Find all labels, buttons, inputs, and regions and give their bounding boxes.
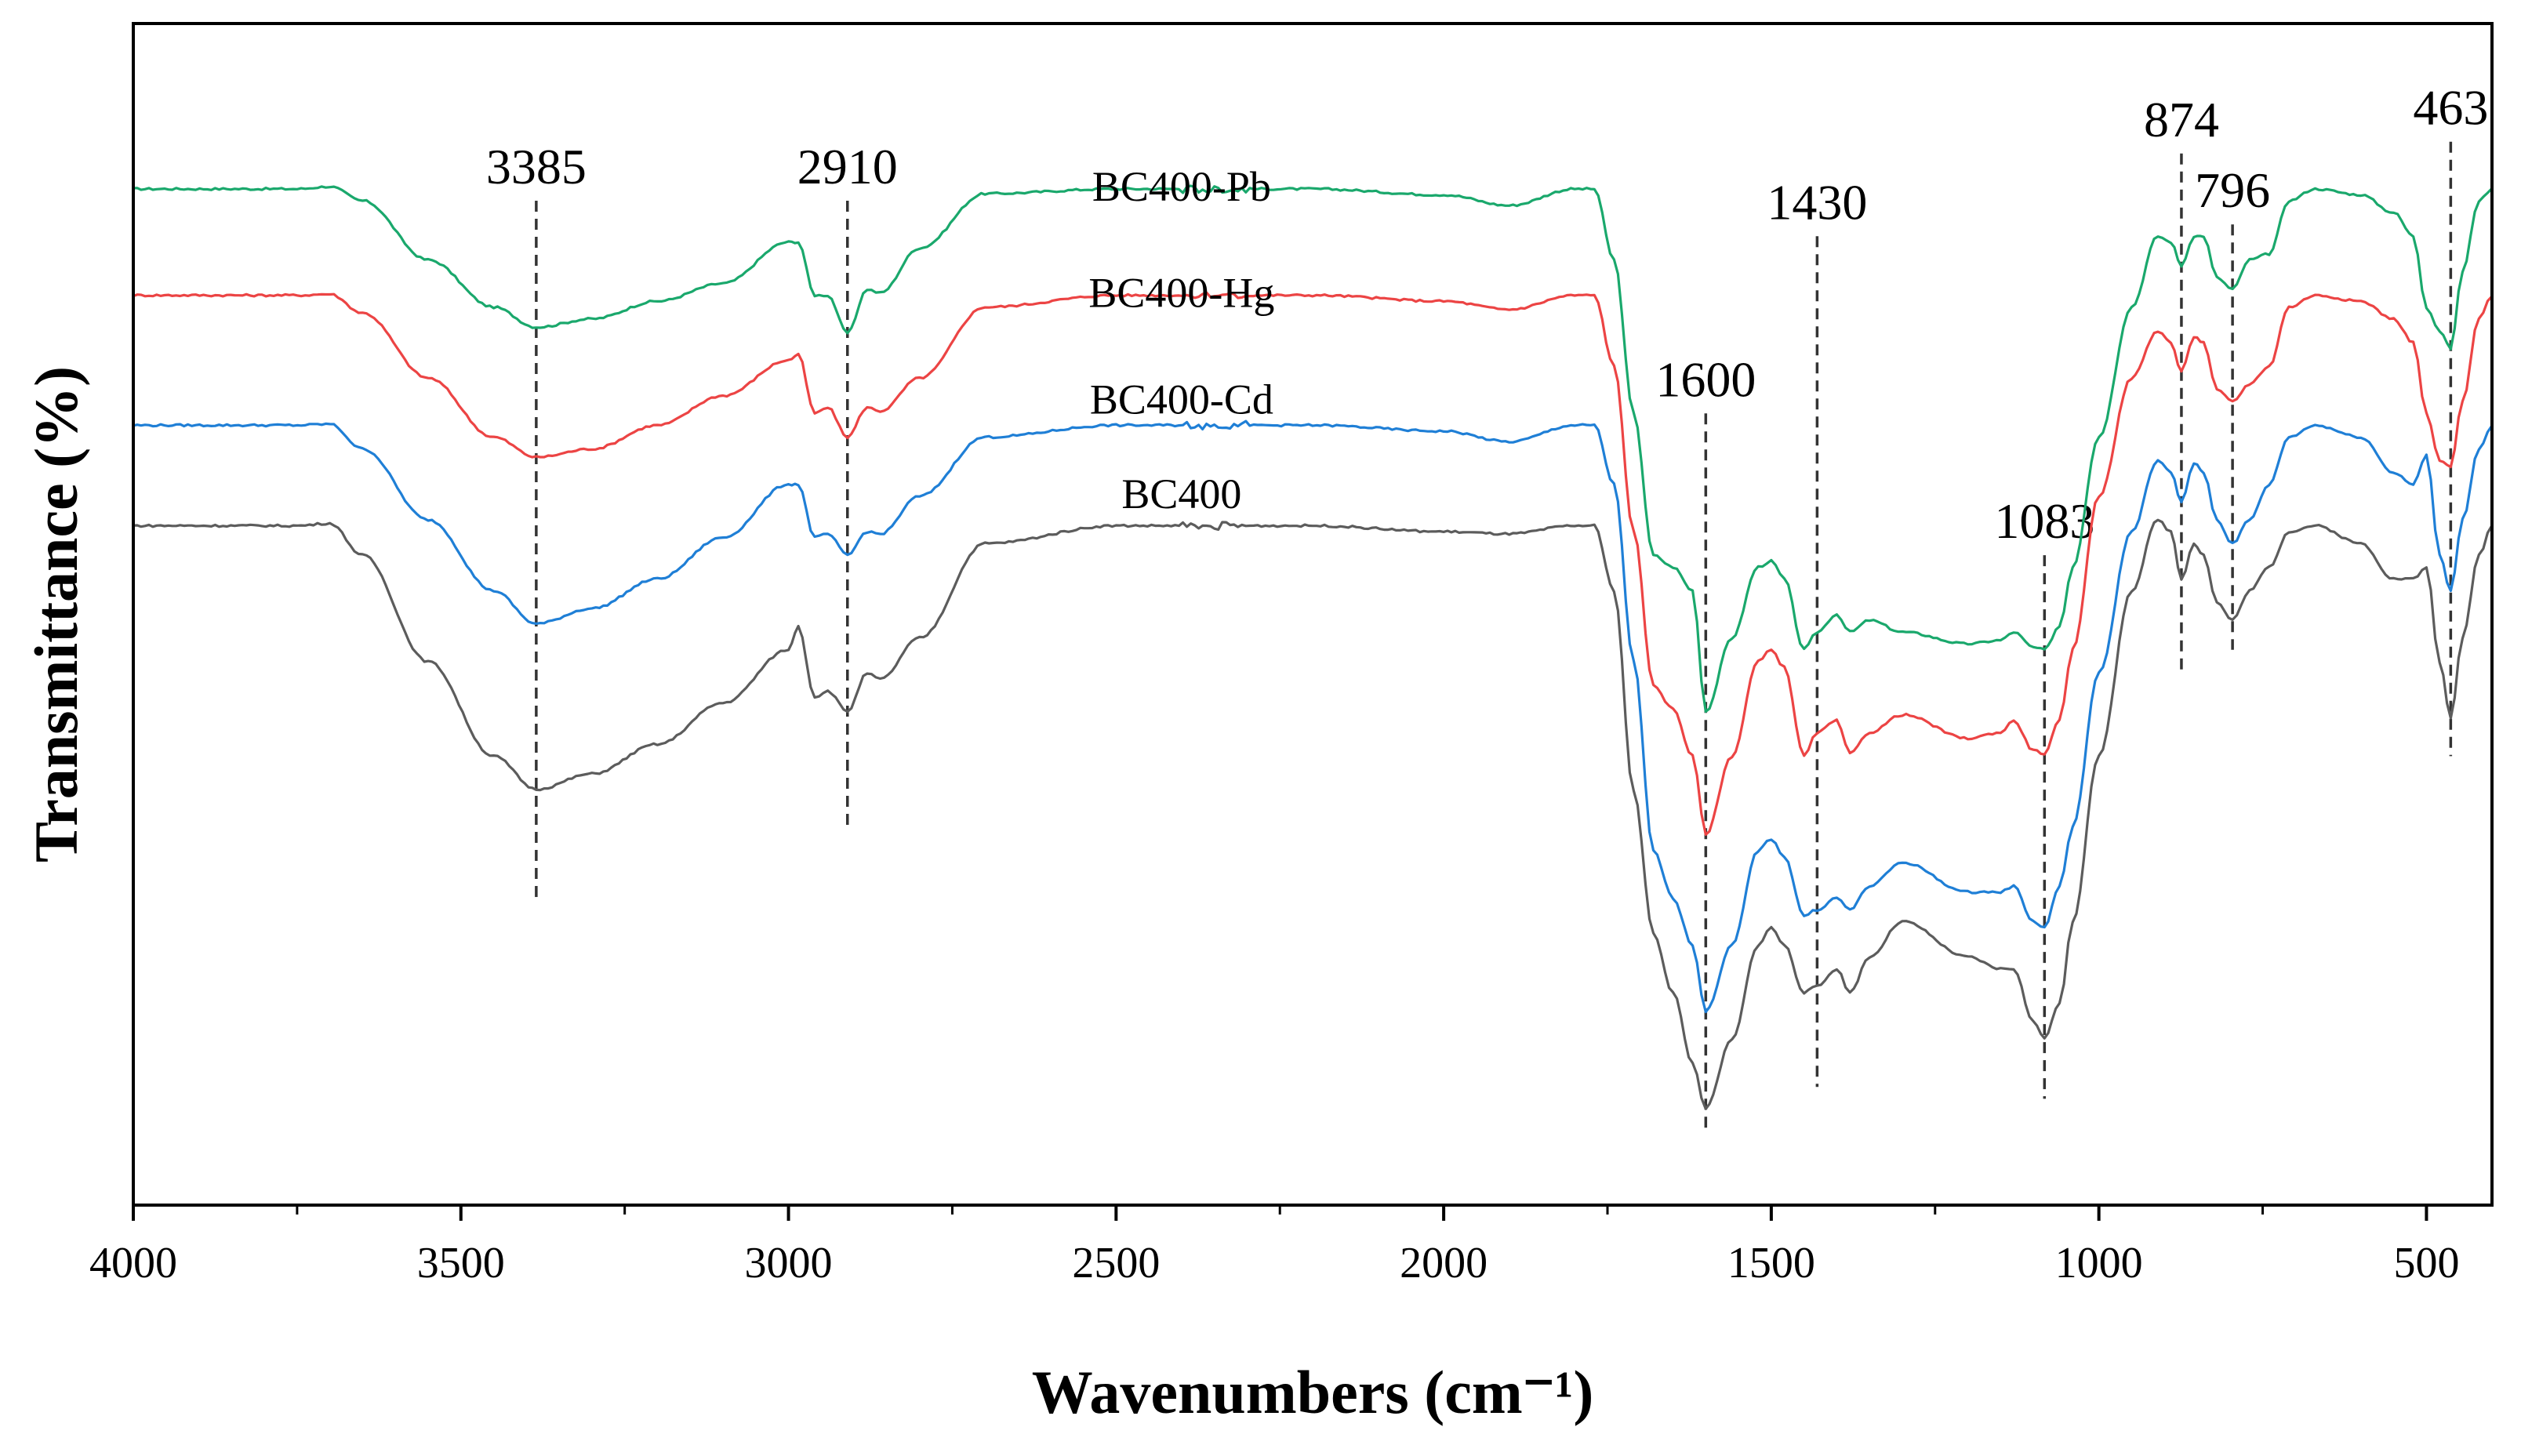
x-tick-label: 500 <box>2393 1239 2459 1287</box>
x-axis: 4000 3500 3000 2500 2000 1500 1000 500 <box>89 1205 2459 1287</box>
peak-label-463: 463 <box>2413 80 2488 136</box>
series-labels: BC400-Pb BC400-Hg BC400-Cd BC400 <box>1088 163 1274 517</box>
x-tick-label: 1000 <box>2055 1239 2143 1287</box>
spectra <box>133 184 2494 1110</box>
peak-label-3385: 3385 <box>486 139 587 194</box>
plot-frame <box>132 22 2494 1207</box>
x-tick-label: 1500 <box>1727 1239 1815 1287</box>
x-tick-label: 2500 <box>1072 1239 1160 1287</box>
x-tick-label: 3500 <box>417 1239 505 1287</box>
y-axis-title: Transmittance (%) <box>22 366 90 862</box>
series-label-BC400-Hg: BC400-Hg <box>1088 270 1274 317</box>
series-line-BC400 <box>133 518 2494 1110</box>
peak-label-1083: 1083 <box>1994 493 2094 549</box>
peak-label-2910: 2910 <box>797 139 898 194</box>
x-tick-label: 3000 <box>745 1239 833 1287</box>
series-label-BC400-Pb: BC400-Pb <box>1092 163 1271 210</box>
x-tick-label: 4000 <box>89 1239 177 1287</box>
series-label-BC400-Cd: BC400-Cd <box>1090 376 1273 423</box>
x-axis-title: Wavenumbers (cm⁻¹) <box>1032 1358 1594 1426</box>
series-line-BC400-Pb <box>133 184 2494 713</box>
series-line-BC400-Cd <box>133 419 2494 1014</box>
peak-label-874: 874 <box>2144 92 2219 147</box>
series-label-BC400: BC400 <box>1121 470 1241 517</box>
peak-label-796: 796 <box>2195 162 2270 218</box>
peak-label-1430: 1430 <box>1767 174 1867 230</box>
peak-markers: 3385 2910 1600 1430 1083 874 796 463 <box>486 80 2488 1135</box>
series-line-BC400-Hg <box>133 291 2494 836</box>
peak-label-1600: 1600 <box>1655 351 1756 407</box>
x-tick-label: 2000 <box>1400 1239 1488 1287</box>
